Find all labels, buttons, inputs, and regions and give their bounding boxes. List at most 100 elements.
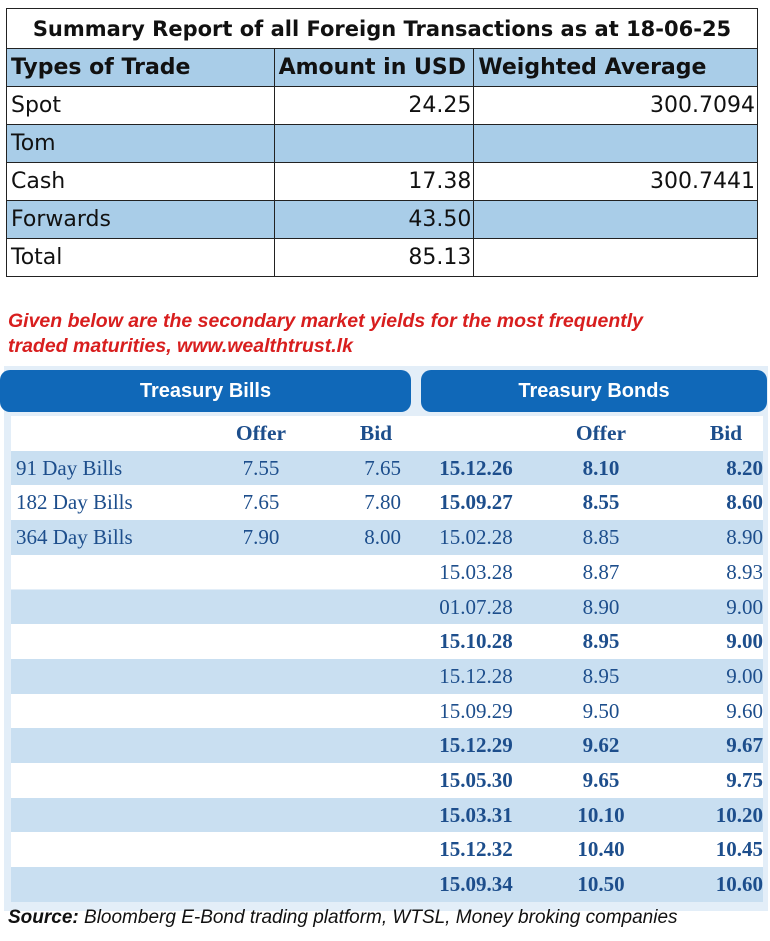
yields-row: 15.05.30 9.65 9.75 [11, 763, 763, 798]
bond-offer: 8.85 [582, 525, 620, 550]
bond-offer: 9.62 [582, 733, 620, 758]
bond-offer: 8.90 [582, 594, 620, 619]
bill-offer: 7.65 [242, 490, 280, 515]
yields-row: 15.03.31 10.10 10.20 [11, 797, 763, 833]
bill-bid: 7.65 [364, 455, 401, 480]
summary-row-tom: Tom [6, 124, 758, 163]
summary-row-forwards: Forwards 43.50 [6, 200, 758, 239]
trade-amount: 17.38 [273, 162, 475, 201]
bond-bid: 10.20 [715, 802, 763, 827]
yields-row: 15.12.32 10.40 10.45 [11, 832, 763, 868]
bond-offer: 8.95 [582, 629, 620, 654]
bill-name: 91 Day Bills [16, 455, 123, 480]
bond-maturity: 15.10.28 [439, 629, 513, 654]
yields-row: 15.12.28 8.95 9.00 [11, 658, 763, 694]
bond-maturity: 15.09.34 [439, 872, 513, 897]
header-weighted-average: Weighted Average [473, 48, 758, 87]
bond-bid: 10.45 [715, 837, 763, 862]
header-amount: Amount in USD [273, 48, 475, 87]
bond-bid: 10.60 [715, 872, 763, 897]
bill-offer: 7.55 [242, 455, 280, 480]
bond-offer: 10.50 [577, 872, 625, 897]
source-note: Source: Bloomberg E-Bond trading platfor… [8, 907, 768, 929]
trade-amount [273, 124, 475, 163]
bill-offer: 7.90 [242, 525, 280, 550]
summary-row-total: Total 85.13 [6, 238, 758, 277]
summary-row-spot: Spot 24.25 300.7094 [6, 86, 758, 125]
bond-offer: 8.95 [582, 663, 620, 688]
bond-bid: 9.00 [726, 594, 763, 619]
source-text: Bloomberg E-Bond trading platform, WTSL,… [78, 907, 678, 928]
bond-maturity: 15.02.28 [439, 525, 513, 550]
bond-offer: 9.65 [582, 768, 620, 792]
bills-offer-header: Offer [235, 421, 287, 445]
bond-maturity: 01.07.28 [439, 594, 513, 619]
yields-column-header-row: Offer Bid Offer Bid [11, 416, 763, 451]
bill-name: 182 Day Bills [16, 490, 133, 515]
bond-maturity: 15.09.27 [439, 490, 513, 515]
yields-row: 182 Day Bills 7.65 7.80 15.09.27 8.55 8.60 [11, 485, 763, 521]
bonds-offer-header: Offer [575, 421, 627, 445]
bond-offer: 8.10 [582, 455, 620, 480]
trade-weighted-average: 300.7094 [473, 86, 758, 125]
bond-bid: 9.75 [726, 768, 763, 792]
trade-type: Forwards [6, 200, 275, 239]
summary-table: Summary Report of all Foreign Transactio… [6, 8, 758, 277]
bond-bid: 8.20 [726, 455, 763, 480]
trade-amount: 43.50 [273, 200, 475, 239]
bond-bid: 8.93 [726, 559, 763, 584]
yields-row: 15.09.29 9.50 9.60 [11, 693, 763, 729]
trade-type: Spot [6, 86, 275, 125]
yields-row: 15.03.28 8.87 8.93 [11, 554, 763, 590]
yields-row: 01.07.28 8.90 9.00 [11, 589, 763, 625]
yields-row: 15.12.29 9.62 9.67 [11, 728, 763, 763]
note-line-2: traded maturities, www.wealthtrust.lk [8, 335, 353, 357]
treasury-bonds-header: Treasury Bonds [421, 370, 767, 412]
header-types-of-trade: Types of Trade [6, 48, 275, 87]
trade-type: Total [6, 238, 275, 277]
bonds-bid-header: Bid [709, 421, 743, 445]
summary-title: Summary Report of all Foreign Transactio… [6, 8, 758, 49]
bond-bid: 9.60 [726, 698, 763, 723]
bond-offer: 8.87 [582, 559, 620, 584]
trade-weighted-average [473, 238, 758, 277]
yields-note: Given below are the secondary market yie… [8, 309, 748, 359]
trade-type: Cash [6, 162, 275, 201]
yields-row: 15.09.34 10.50 10.60 [11, 867, 763, 902]
bond-offer: 9.50 [582, 698, 620, 723]
summary-header-row: Types of Trade Amount in USD Weighted Av… [6, 48, 758, 87]
trade-type: Tom [6, 124, 275, 163]
trade-weighted-average [473, 124, 758, 163]
bond-maturity: 15.03.31 [439, 802, 513, 827]
bond-offer: 10.10 [577, 802, 625, 827]
bond-maturity: 15.05.30 [439, 768, 513, 792]
bond-bid: 9.00 [726, 663, 763, 688]
bond-maturity: 15.12.26 [439, 455, 513, 480]
yields-row: 15.10.28 8.95 9.00 [11, 624, 763, 659]
bond-offer: 10.40 [577, 837, 625, 862]
treasury-bills-header: Treasury Bills [0, 370, 411, 412]
bond-maturity: 15.09.29 [439, 698, 513, 723]
bill-bid: 8.00 [364, 525, 401, 550]
yields-row: 364 Day Bills 7.90 8.00 15.02.28 8.85 8.90 [11, 520, 763, 555]
yields-row: 91 Day Bills 7.55 7.65 15.12.26 8.10 8.20 [11, 450, 763, 486]
bond-bid: 9.67 [726, 733, 763, 758]
trade-weighted-average: 300.7441 [473, 162, 758, 201]
bills-bid-header: Bid [359, 421, 393, 445]
bond-maturity: 15.12.32 [439, 837, 513, 862]
bond-bid: 9.00 [726, 629, 763, 654]
bond-maturity: 15.12.29 [439, 733, 513, 758]
bond-maturity: 15.12.28 [439, 663, 513, 688]
bill-name: 364 Day Bills [16, 525, 133, 550]
trade-amount: 85.13 [273, 238, 475, 277]
note-line-1: Given below are the secondary market yie… [8, 310, 644, 332]
bond-bid: 8.90 [726, 525, 763, 550]
trade-amount: 24.25 [273, 86, 475, 125]
bill-bid: 7.80 [364, 490, 401, 515]
bond-maturity: 15.03.28 [439, 559, 513, 584]
trade-weighted-average [473, 200, 758, 239]
bond-offer: 8.55 [582, 490, 620, 515]
source-label: Source: [8, 907, 79, 928]
summary-row-cash: Cash 17.38 300.7441 [6, 162, 758, 201]
bond-bid: 8.60 [726, 490, 763, 515]
